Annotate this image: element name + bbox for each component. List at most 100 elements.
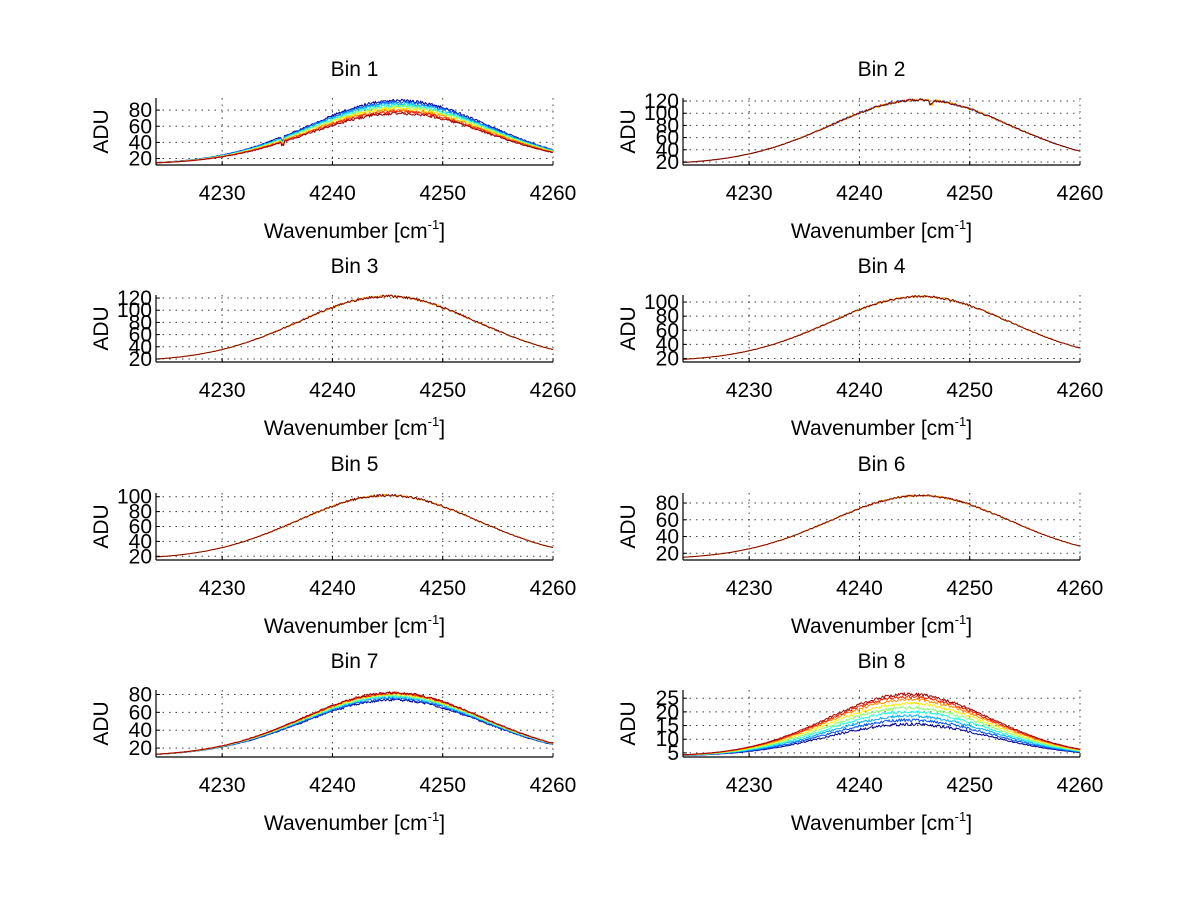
y-axis-label: ADU (617, 701, 640, 745)
subplot-title: Bin 7 (331, 650, 379, 673)
x-axis-label-main: Wavenumber [cm (791, 417, 955, 440)
x-tick-label: 4230 (726, 577, 773, 600)
y-tick-label: 100 (644, 291, 679, 314)
x-tick-label: 4240 (309, 774, 356, 797)
y-tick-label: 80 (129, 501, 152, 524)
series-line-2 (155, 294, 554, 360)
x-tick-label: 4260 (1057, 774, 1104, 797)
series-line-2 (682, 494, 1081, 558)
x-axis-label-sup: -1 (428, 217, 440, 232)
x-axis-label-sup: -1 (955, 414, 967, 429)
series-line-9 (156, 111, 554, 164)
x-axis-label-sup: -1 (955, 217, 967, 232)
x-tick-label: 4260 (530, 774, 577, 797)
x-tick-label: 4260 (1057, 182, 1104, 205)
grid (683, 690, 1081, 757)
y-tick-label: 80 (656, 305, 679, 328)
x-tick-label: 4250 (419, 379, 466, 402)
x-tick-label: 4250 (946, 774, 993, 797)
y-tick-label: 120 (117, 287, 152, 310)
y-tick-label: 20 (129, 148, 152, 171)
series-line-4 (682, 710, 1081, 756)
y-tick-label: 100 (644, 102, 679, 125)
series-line-4 (156, 694, 554, 755)
x-tick-label: 4250 (419, 182, 466, 205)
y-tick-label: 60 (129, 115, 152, 138)
grid (156, 690, 554, 757)
x-tick-label: 4250 (419, 577, 466, 600)
y-tick-label: 20 (656, 347, 679, 370)
y-tick-label: 80 (656, 114, 679, 137)
x-axis-label-main: Wavenumber [cm (264, 220, 428, 243)
series-line-1 (156, 698, 554, 755)
series-line-2 (155, 696, 554, 755)
x-tick-label: 4230 (726, 774, 773, 797)
y-axis-label: ADU (90, 504, 113, 548)
series-line-8 (682, 695, 1081, 756)
y-tick-label: 80 (129, 99, 152, 122)
series-group (682, 98, 1081, 163)
y-tick-label: 100 (117, 299, 152, 322)
y-tick-label: 20 (129, 348, 152, 371)
x-axis-label-main: Wavenumber [cm (264, 417, 428, 440)
x-axis-label-main: Wavenumber [cm (264, 812, 428, 835)
x-tick-label: 4250 (946, 379, 993, 402)
y-tick-label: 20 (656, 151, 679, 174)
x-axis-label-end: ] (439, 615, 445, 638)
x-axis-label: Wavenumber [cm-1] (791, 612, 972, 638)
grid (156, 98, 554, 165)
x-tick-label: 4230 (726, 379, 773, 402)
y-tick-label: 40 (129, 530, 152, 553)
x-axis-label-sup: -1 (428, 809, 440, 824)
y-tick-label: 80 (129, 311, 152, 334)
y-tick-label: 60 (129, 701, 152, 724)
series-group (155, 691, 554, 755)
y-tick-label: 40 (129, 719, 152, 742)
x-tick-label: 4230 (199, 577, 246, 600)
y-tick-label: 15 (656, 715, 679, 738)
x-tick-label: 4240 (836, 774, 883, 797)
x-tick-label: 4240 (836, 182, 883, 205)
y-tick-label: 40 (656, 139, 679, 162)
y-tick-label: 10 (656, 728, 679, 751)
x-axis-label-main: Wavenumber [cm (264, 615, 428, 638)
x-tick-label: 4260 (530, 379, 577, 402)
x-tick-label: 4230 (199, 379, 246, 402)
x-tick-label: 4240 (836, 379, 883, 402)
y-tick-label: 60 (656, 509, 679, 532)
series-line-1 (155, 493, 554, 558)
x-tick-label: 4260 (530, 182, 577, 205)
series-line-5 (155, 104, 554, 164)
y-axis-label: ADU (617, 504, 640, 548)
x-axis-label: Wavenumber [cm-1] (264, 217, 445, 243)
y-tick-label: 40 (129, 131, 152, 154)
x-tick-label: 4230 (199, 182, 246, 205)
series-line-1 (155, 294, 554, 360)
x-axis-label: Wavenumber [cm-1] (791, 809, 972, 835)
subplot-title: Bin 3 (331, 255, 379, 278)
y-tick-label: 80 (656, 492, 679, 515)
y-tick-label: 40 (656, 333, 679, 356)
x-tick-label: 4230 (726, 182, 773, 205)
x-tick-label: 4250 (419, 774, 466, 797)
x-axis-label-end: ] (439, 220, 445, 243)
series-line-1 (682, 294, 1081, 360)
y-tick-label: 20 (129, 545, 152, 568)
subplot-title: Bin 8 (858, 650, 906, 673)
grid (156, 493, 554, 560)
x-axis-label-end: ] (966, 615, 972, 638)
x-axis-label-main: Wavenumber [cm (791, 220, 955, 243)
x-tick-label: 4260 (530, 577, 577, 600)
x-axis-label: Wavenumber [cm-1] (791, 217, 972, 243)
series-group (155, 98, 554, 164)
series-group (682, 294, 1081, 360)
x-tick-label: 4240 (309, 379, 356, 402)
x-axis-label-sup: -1 (955, 612, 967, 627)
x-tick-label: 4240 (836, 577, 883, 600)
